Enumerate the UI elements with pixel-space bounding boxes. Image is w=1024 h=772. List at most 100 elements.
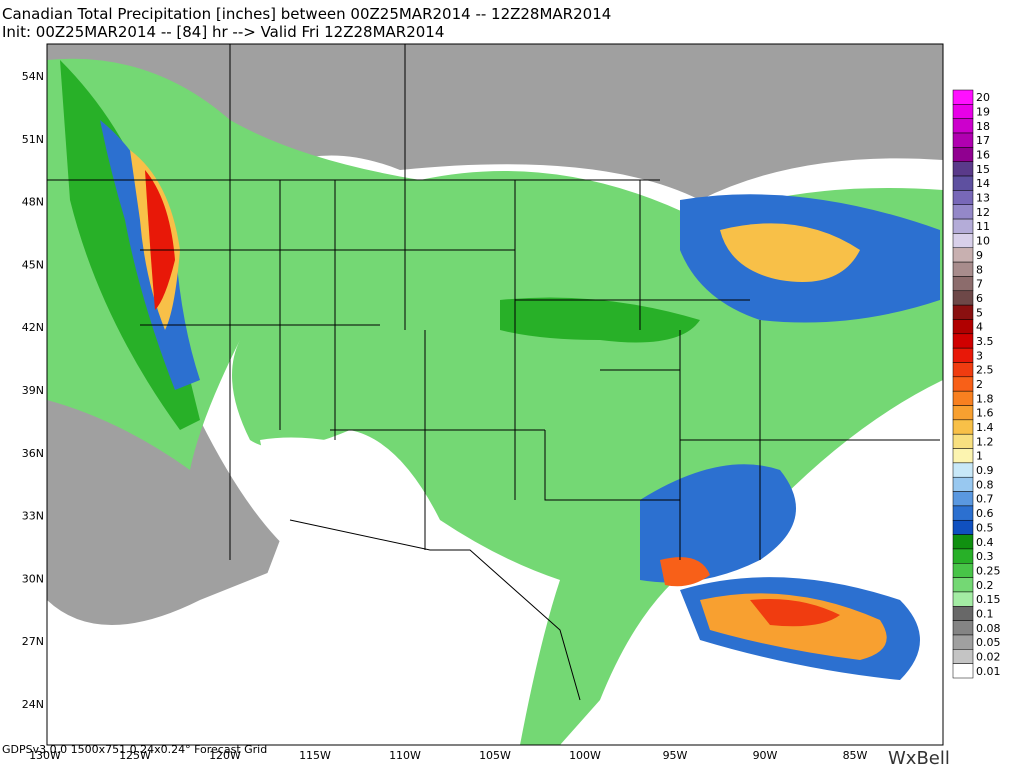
colorbar-label: 1.4	[976, 421, 994, 434]
colorbar-label: 0.05	[976, 636, 1001, 649]
colorbar-label: 17	[976, 134, 990, 147]
colorbar-label: 4	[976, 321, 983, 334]
colorbar-cell	[952, 591, 974, 607]
lat-label: 33N	[22, 510, 44, 523]
colorbar-cell	[952, 132, 974, 148]
colorbar-label: 1.2	[976, 435, 994, 448]
colorbar-cell	[952, 419, 974, 435]
colorbar-label: 12	[976, 206, 990, 219]
colorbar-cell	[952, 118, 974, 134]
colorbar-cell	[952, 190, 974, 205]
lon-label: 120W	[209, 749, 241, 762]
colorbar-label: 0.2	[976, 579, 994, 592]
subtitle: Init: 00Z25MAR2014 -- [84] hr --> Valid …	[2, 23, 444, 41]
colorbar-cell	[952, 247, 974, 263]
colorbar-cell	[952, 620, 974, 636]
colorbar-label: 0.08	[976, 622, 1001, 635]
colorbar-label: 16	[976, 149, 990, 162]
colorbar-cell	[952, 491, 974, 507]
colorbar-cell	[952, 333, 974, 349]
colorbar-label: 14	[976, 177, 990, 190]
lat-label: 51N	[22, 133, 44, 146]
colorbar-cell	[952, 362, 974, 378]
colorbar-cell	[952, 448, 974, 464]
colorbar-cell	[952, 376, 974, 392]
colorbar-cell	[952, 433, 974, 449]
colorbar-cell	[952, 218, 974, 234]
colorbar-cell	[952, 634, 974, 650]
colorbar-cell	[952, 577, 974, 593]
colorbar-label: 19	[976, 106, 990, 119]
lat-label: 36N	[22, 447, 44, 460]
colorbar-label: 0.3	[976, 550, 994, 563]
colorbar-label: 5	[976, 306, 983, 319]
lat-label: 24N	[22, 698, 44, 711]
colorbar-label: 13	[976, 192, 990, 205]
colorbar-label: 8	[976, 263, 983, 276]
colorbar-cell	[952, 261, 974, 277]
colorbar-label: 18	[976, 120, 990, 133]
colorbar-cell	[952, 347, 974, 363]
colorbar-label: 0.25	[976, 564, 1001, 577]
lat-label: 30N	[22, 572, 44, 585]
colorbar-cell	[952, 663, 974, 679]
colorbar-cell	[952, 476, 974, 492]
colorbar-label: 3.5	[976, 335, 994, 348]
title: Canadian Total Precipitation [inches] be…	[2, 5, 611, 23]
colorbar-label: 15	[976, 163, 990, 176]
lat-label: 42N	[22, 321, 44, 334]
colorbar-cell	[952, 505, 974, 521]
lon-label: 90W	[753, 749, 778, 762]
colorbar-cell	[952, 319, 974, 335]
colorbar-cell	[952, 104, 974, 119]
lon-label: 95W	[663, 749, 688, 762]
colorbar-label: 1	[976, 450, 983, 463]
colorbar-label: 9	[976, 249, 983, 262]
colorbar-cell	[952, 519, 974, 535]
lon-label: 100W	[569, 749, 601, 762]
colorbar-label: 0.1	[976, 607, 994, 620]
colorbar-cell	[952, 161, 974, 177]
colorbar-cell	[952, 304, 974, 320]
colorbar-cell	[952, 563, 974, 578]
logo: WxBell	[888, 748, 950, 768]
colorbar-cell	[952, 462, 974, 478]
colorbar-label: 3	[976, 349, 983, 362]
colorbar-label: 1.6	[976, 407, 994, 420]
colorbar-label: 0.7	[976, 493, 994, 506]
colorbar-cell	[952, 89, 974, 105]
colorbar-cell	[952, 649, 974, 664]
colorbar-cell	[952, 290, 974, 306]
colorbar-cell	[952, 233, 974, 249]
colorbar-cell	[952, 606, 974, 621]
lat-label: 27N	[22, 635, 44, 648]
colorbar-label: 11	[976, 220, 990, 233]
colorbar-cell	[952, 276, 974, 292]
colorbar-label: 6	[976, 292, 983, 305]
colorbar-label: 0.02	[976, 650, 1001, 663]
lat-label: 45N	[22, 258, 44, 271]
colorbar-label: 0.4	[976, 536, 994, 549]
lon-label: 130W	[29, 749, 61, 762]
map-frame	[46, 43, 944, 746]
colorbar-label: 0.01	[976, 665, 1001, 678]
colorbar-label: 0.6	[976, 507, 994, 520]
lat-label: 39N	[22, 384, 44, 397]
colorbar-cell	[952, 390, 974, 406]
colorbar-label: 2.5	[976, 364, 994, 377]
colorbar-cell	[952, 405, 974, 421]
footer: GDPSv3.0.0 1500x751 0.24x0.24° Forecast …	[2, 743, 267, 756]
lon-label: 105W	[479, 749, 511, 762]
lat-label: 48N	[22, 196, 44, 209]
colorbar-label: 0.8	[976, 478, 994, 491]
colorbar-label: 20	[976, 91, 990, 104]
lon-label: 115W	[299, 749, 331, 762]
colorbar-cell	[952, 204, 974, 220]
colorbar-cell	[952, 534, 974, 550]
lat-label: 54N	[22, 70, 44, 83]
lon-label: 125W	[119, 749, 151, 762]
lon-label: 110W	[389, 749, 421, 762]
colorbar-label: 7	[976, 278, 983, 291]
lon-label: 85W	[843, 749, 868, 762]
